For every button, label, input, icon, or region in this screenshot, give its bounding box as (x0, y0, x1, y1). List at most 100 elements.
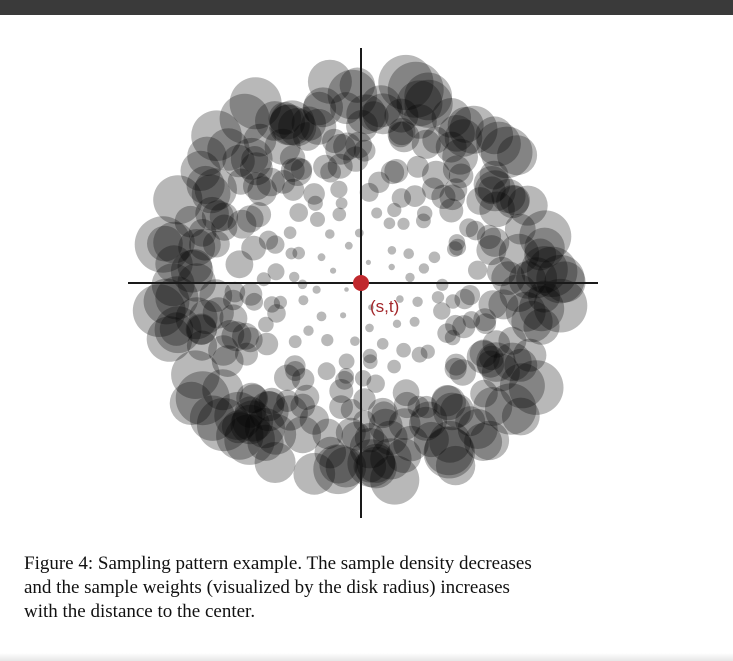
sample-disk (388, 117, 416, 146)
figure-caption: Figure 4: Sampling pattern example. The … (24, 552, 704, 624)
sample-disk (493, 342, 532, 381)
sample-disk (264, 128, 301, 165)
sample-disk (479, 227, 510, 257)
sample-disk (254, 442, 296, 483)
sample-disk (237, 327, 263, 353)
sample-disk (370, 438, 412, 480)
sample-disk (196, 398, 251, 452)
sample-disk (353, 388, 376, 411)
sample-disk (335, 370, 354, 390)
sample-disk (407, 395, 430, 418)
sample-disk (289, 271, 300, 283)
sample-disk (313, 154, 338, 179)
sample-disk (413, 421, 449, 458)
sample-disk (371, 207, 383, 219)
sample-disk (258, 230, 279, 250)
sample-disk (320, 161, 341, 183)
sample-disk (340, 312, 347, 319)
sample-disk (476, 224, 502, 249)
sample-disk (307, 195, 323, 211)
sample-disk (444, 119, 483, 157)
caption-line: and the sample weights (visualized by th… (24, 577, 510, 598)
sample-disk (303, 325, 314, 336)
sample-disk (243, 172, 271, 201)
sample-disk (244, 408, 286, 449)
sample-disk (319, 445, 358, 484)
sample-disk (368, 304, 374, 311)
sample-disk (209, 202, 239, 231)
sample-disk (169, 381, 213, 425)
sample-disk (454, 288, 475, 310)
sample-disk (362, 93, 404, 135)
sample-disk (439, 184, 466, 211)
sample-disk (356, 443, 396, 483)
sample-disk (445, 294, 461, 309)
sample-disk (344, 241, 353, 250)
sample-disk (147, 225, 183, 262)
sample-disk (243, 123, 277, 157)
sample-disk (435, 131, 467, 163)
sample-disk (358, 101, 389, 132)
sample-disk (151, 263, 195, 307)
sample-disk (299, 405, 329, 435)
sample-disk (445, 353, 468, 376)
caption-line: with the distance to the center. (24, 601, 256, 622)
sample-disk (194, 168, 237, 211)
sample-disk (392, 379, 420, 407)
sample-disk (327, 69, 378, 120)
sample-disk (519, 210, 572, 263)
sample-disk (219, 93, 270, 144)
sample-disk (411, 129, 441, 159)
sample-disk (211, 345, 244, 377)
sample-disk (480, 126, 533, 179)
sample-disk (354, 228, 364, 238)
sample-disk (393, 391, 420, 419)
sample-disk (363, 354, 378, 370)
sample-disk (291, 106, 326, 141)
sample-disk (465, 220, 486, 241)
sample-disk (313, 444, 364, 495)
sample-disk (415, 395, 438, 419)
sample-disk (527, 246, 578, 297)
sample-disk (466, 340, 500, 374)
sample-disk (448, 163, 474, 189)
sample-disk (524, 227, 565, 268)
sample-disk (191, 174, 231, 214)
sample-disk (321, 334, 334, 347)
sample-disk (202, 297, 234, 329)
sample-disk (447, 106, 484, 143)
sample-disk (354, 423, 385, 453)
sample-disk (368, 408, 403, 443)
sample-disk (362, 348, 378, 364)
sample-disk (207, 128, 250, 171)
sample-disk (312, 418, 343, 450)
sample-disk (396, 80, 443, 127)
sampling-pattern-figure: (s,t) (120, 40, 610, 530)
sample-disk (386, 438, 422, 473)
sample-disk (508, 360, 564, 415)
sample-disk (230, 137, 273, 180)
sample-disk (468, 260, 488, 280)
sample-disk (365, 259, 371, 265)
sample-disk (317, 253, 326, 262)
sample-disk (303, 183, 325, 205)
sample-disk (186, 165, 225, 205)
sample-disk (392, 319, 402, 328)
sample-disk (353, 139, 376, 162)
sample-disk (404, 72, 453, 121)
sample-disk (477, 350, 505, 378)
sample-disk (239, 282, 263, 306)
sample-disk (343, 146, 369, 172)
sample-disk (256, 167, 285, 197)
sample-disk (498, 233, 540, 275)
sample-disk (431, 98, 472, 138)
sample-disk (234, 396, 266, 428)
sample-disk (448, 234, 466, 251)
sample-disk (433, 392, 471, 431)
sample-disk (528, 280, 561, 313)
sample-disk (388, 263, 395, 271)
sample-disk (428, 251, 441, 264)
sample-disk (459, 218, 479, 238)
sample-disk (270, 104, 305, 140)
